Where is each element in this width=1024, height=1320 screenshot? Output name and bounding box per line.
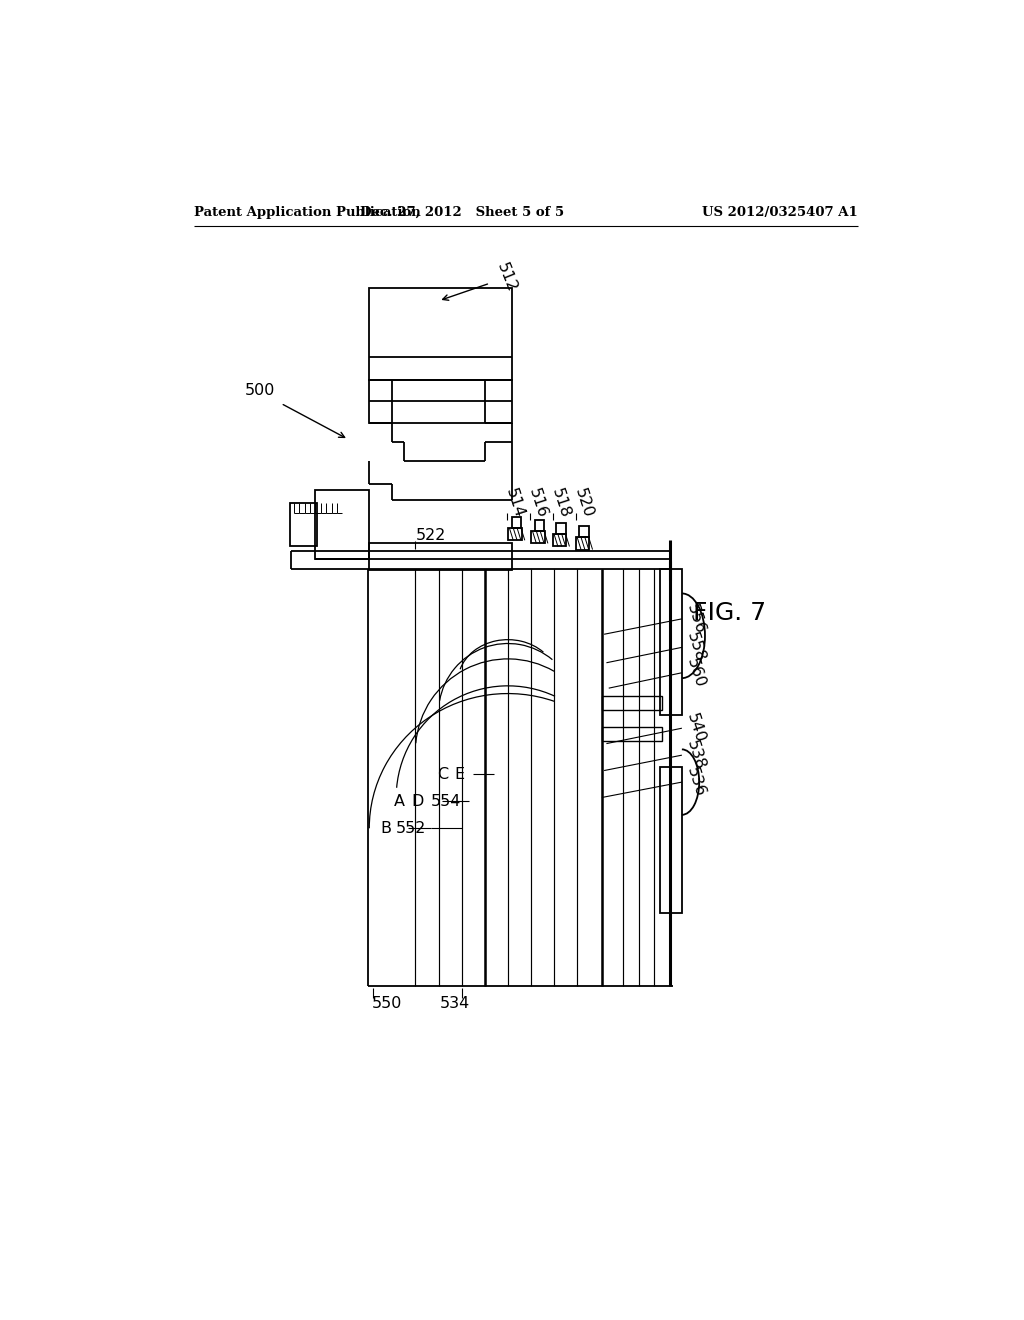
Text: 538: 538 [683, 738, 708, 772]
Bar [290, 503, 316, 545]
Bar [602, 696, 662, 710]
Text: 518: 518 [549, 487, 572, 520]
Text: 512: 512 [494, 261, 519, 294]
Text: A: A [394, 793, 404, 809]
Text: 536: 536 [683, 766, 707, 799]
Bar [535, 520, 544, 531]
Text: 522: 522 [416, 528, 445, 544]
Text: 550: 550 [372, 997, 402, 1011]
Text: Patent Application Publication: Patent Application Publication [194, 206, 421, 219]
Text: 516: 516 [526, 487, 550, 520]
Text: 520: 520 [571, 487, 595, 520]
Text: 558: 558 [683, 631, 708, 664]
Text: 552: 552 [396, 821, 427, 836]
Bar [553, 535, 566, 546]
Text: 540: 540 [683, 711, 708, 744]
Bar [370, 380, 512, 422]
Text: FIG. 7: FIG. 7 [692, 601, 766, 624]
Bar [531, 531, 545, 544]
Bar [580, 527, 589, 537]
Text: Dec. 27, 2012   Sheet 5 of 5: Dec. 27, 2012 Sheet 5 of 5 [359, 206, 564, 219]
Text: 554: 554 [431, 793, 461, 809]
Text: 514: 514 [503, 487, 527, 520]
Bar [660, 569, 682, 715]
Text: B: B [381, 821, 392, 836]
Text: 560: 560 [683, 656, 708, 689]
Bar [602, 726, 662, 741]
Bar [512, 517, 521, 528]
Text: C: C [437, 767, 449, 781]
Text: E: E [454, 767, 464, 781]
Bar [370, 288, 512, 380]
Bar [660, 767, 682, 913]
Text: 556: 556 [683, 602, 708, 636]
Bar [575, 537, 590, 549]
Bar [315, 490, 370, 558]
Text: 500: 500 [245, 383, 274, 399]
Bar [508, 528, 521, 540]
Bar [370, 544, 512, 570]
Text: US 2012/0325407 A1: US 2012/0325407 A1 [702, 206, 858, 219]
Text: 534: 534 [440, 997, 470, 1011]
Bar [556, 524, 565, 535]
Text: D: D [412, 793, 424, 809]
